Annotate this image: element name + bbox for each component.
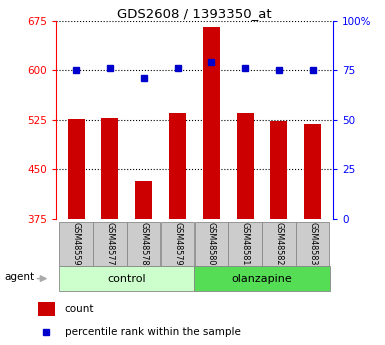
Bar bbox=[237, 113, 254, 219]
Text: percentile rank within the sample: percentile rank within the sample bbox=[65, 327, 241, 337]
Text: GSM48579: GSM48579 bbox=[173, 222, 182, 266]
Text: control: control bbox=[107, 274, 146, 284]
FancyBboxPatch shape bbox=[194, 266, 330, 291]
Text: count: count bbox=[65, 304, 94, 314]
Bar bbox=[304, 124, 321, 219]
FancyBboxPatch shape bbox=[93, 222, 127, 266]
FancyBboxPatch shape bbox=[262, 222, 296, 266]
Text: GSM48582: GSM48582 bbox=[275, 222, 283, 266]
FancyBboxPatch shape bbox=[228, 222, 262, 266]
FancyBboxPatch shape bbox=[161, 222, 194, 266]
FancyBboxPatch shape bbox=[296, 222, 330, 266]
Text: GSM48559: GSM48559 bbox=[72, 222, 80, 266]
Bar bbox=[102, 118, 118, 219]
Bar bbox=[169, 113, 186, 219]
Bar bbox=[68, 119, 85, 219]
FancyBboxPatch shape bbox=[59, 266, 194, 291]
Text: GSM48578: GSM48578 bbox=[139, 222, 148, 266]
Bar bbox=[203, 27, 220, 219]
Bar bbox=[38, 302, 55, 316]
Bar bbox=[271, 120, 287, 219]
FancyBboxPatch shape bbox=[194, 222, 228, 266]
Text: GSM48581: GSM48581 bbox=[241, 223, 249, 266]
FancyBboxPatch shape bbox=[127, 222, 161, 266]
Text: agent: agent bbox=[5, 272, 35, 282]
FancyBboxPatch shape bbox=[59, 222, 93, 266]
Text: olanzapine: olanzapine bbox=[232, 274, 293, 284]
Title: GDS2608 / 1393350_at: GDS2608 / 1393350_at bbox=[117, 7, 272, 20]
Bar bbox=[135, 181, 152, 219]
Text: GSM48583: GSM48583 bbox=[308, 223, 317, 266]
Text: GSM48577: GSM48577 bbox=[105, 222, 114, 266]
Text: GSM48580: GSM48580 bbox=[207, 223, 216, 266]
